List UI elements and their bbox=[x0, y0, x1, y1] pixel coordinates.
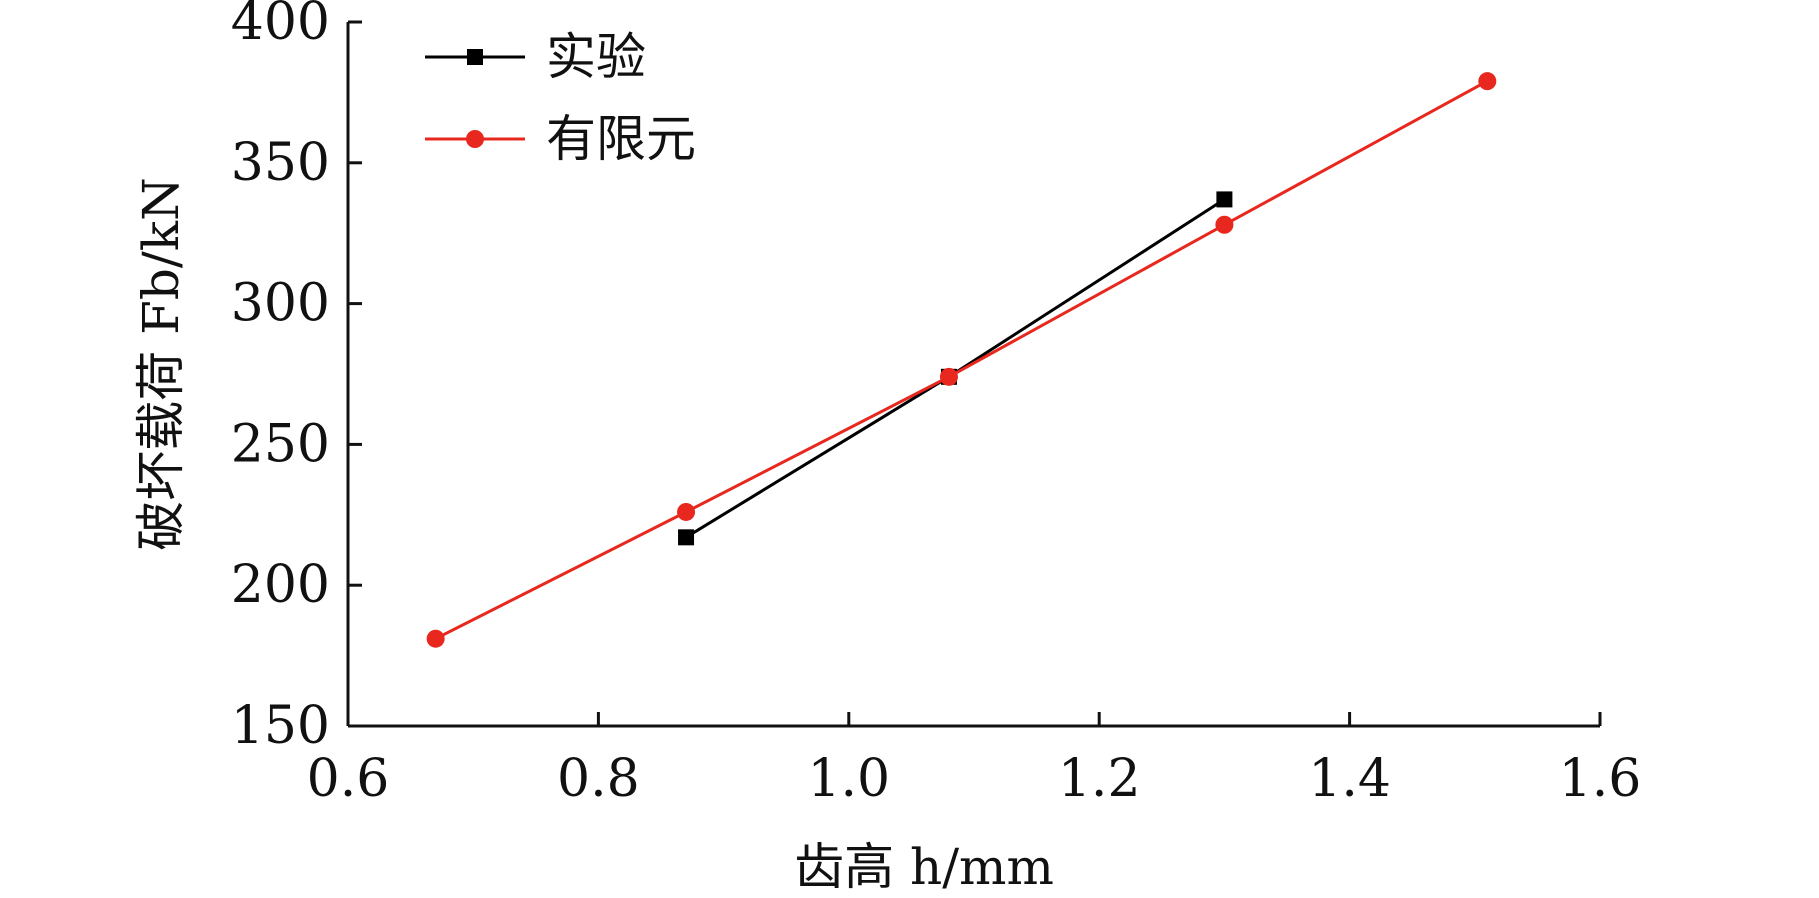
x-tick-label: 1.6 bbox=[1559, 749, 1642, 809]
data-point bbox=[426, 629, 445, 648]
y-tick-label: 350 bbox=[231, 133, 330, 193]
legend-label: 实验 bbox=[546, 28, 646, 86]
data-point bbox=[1478, 72, 1497, 91]
y-tick-label: 250 bbox=[231, 414, 330, 474]
legend-marker bbox=[466, 130, 484, 148]
legend-item-1: 实验 bbox=[425, 28, 646, 86]
axis-titles: 齿高 h/mm 破坏载荷 Fb/kN bbox=[132, 177, 1054, 896]
series-1 bbox=[678, 191, 1233, 546]
y-tick-label: 200 bbox=[231, 555, 330, 615]
x-tick-label: 1.0 bbox=[807, 749, 890, 809]
series-2 bbox=[426, 72, 1497, 648]
x-tick-label: 1.2 bbox=[1058, 749, 1141, 809]
y-axis-title: 破坏载荷 Fb/kN bbox=[132, 177, 190, 551]
x-axis-title: 齿高 h/mm bbox=[794, 838, 1054, 896]
data-point bbox=[677, 502, 696, 521]
x-tick-label: 0.6 bbox=[307, 749, 390, 809]
legend-item-2: 有限元 bbox=[425, 110, 696, 168]
series-layer bbox=[426, 72, 1497, 648]
series-line bbox=[685, 198, 1226, 539]
x-tick-label: 1.4 bbox=[1308, 749, 1391, 809]
y-tick-label: 150 bbox=[231, 696, 330, 756]
y-tick-label: 400 bbox=[231, 0, 330, 52]
data-point bbox=[1215, 215, 1234, 234]
axes: 0.6 0.8 1.0 1.2 1.4 1.6 150 200 250 300 350 400 bbox=[231, 0, 1642, 809]
legend-marker bbox=[467, 49, 483, 65]
data-point bbox=[678, 529, 695, 546]
data-point bbox=[939, 367, 958, 386]
y-tick-label: 300 bbox=[231, 274, 330, 334]
x-tick-label: 0.8 bbox=[557, 749, 640, 809]
data-point bbox=[1216, 191, 1233, 208]
legend-label: 有限元 bbox=[546, 110, 696, 168]
